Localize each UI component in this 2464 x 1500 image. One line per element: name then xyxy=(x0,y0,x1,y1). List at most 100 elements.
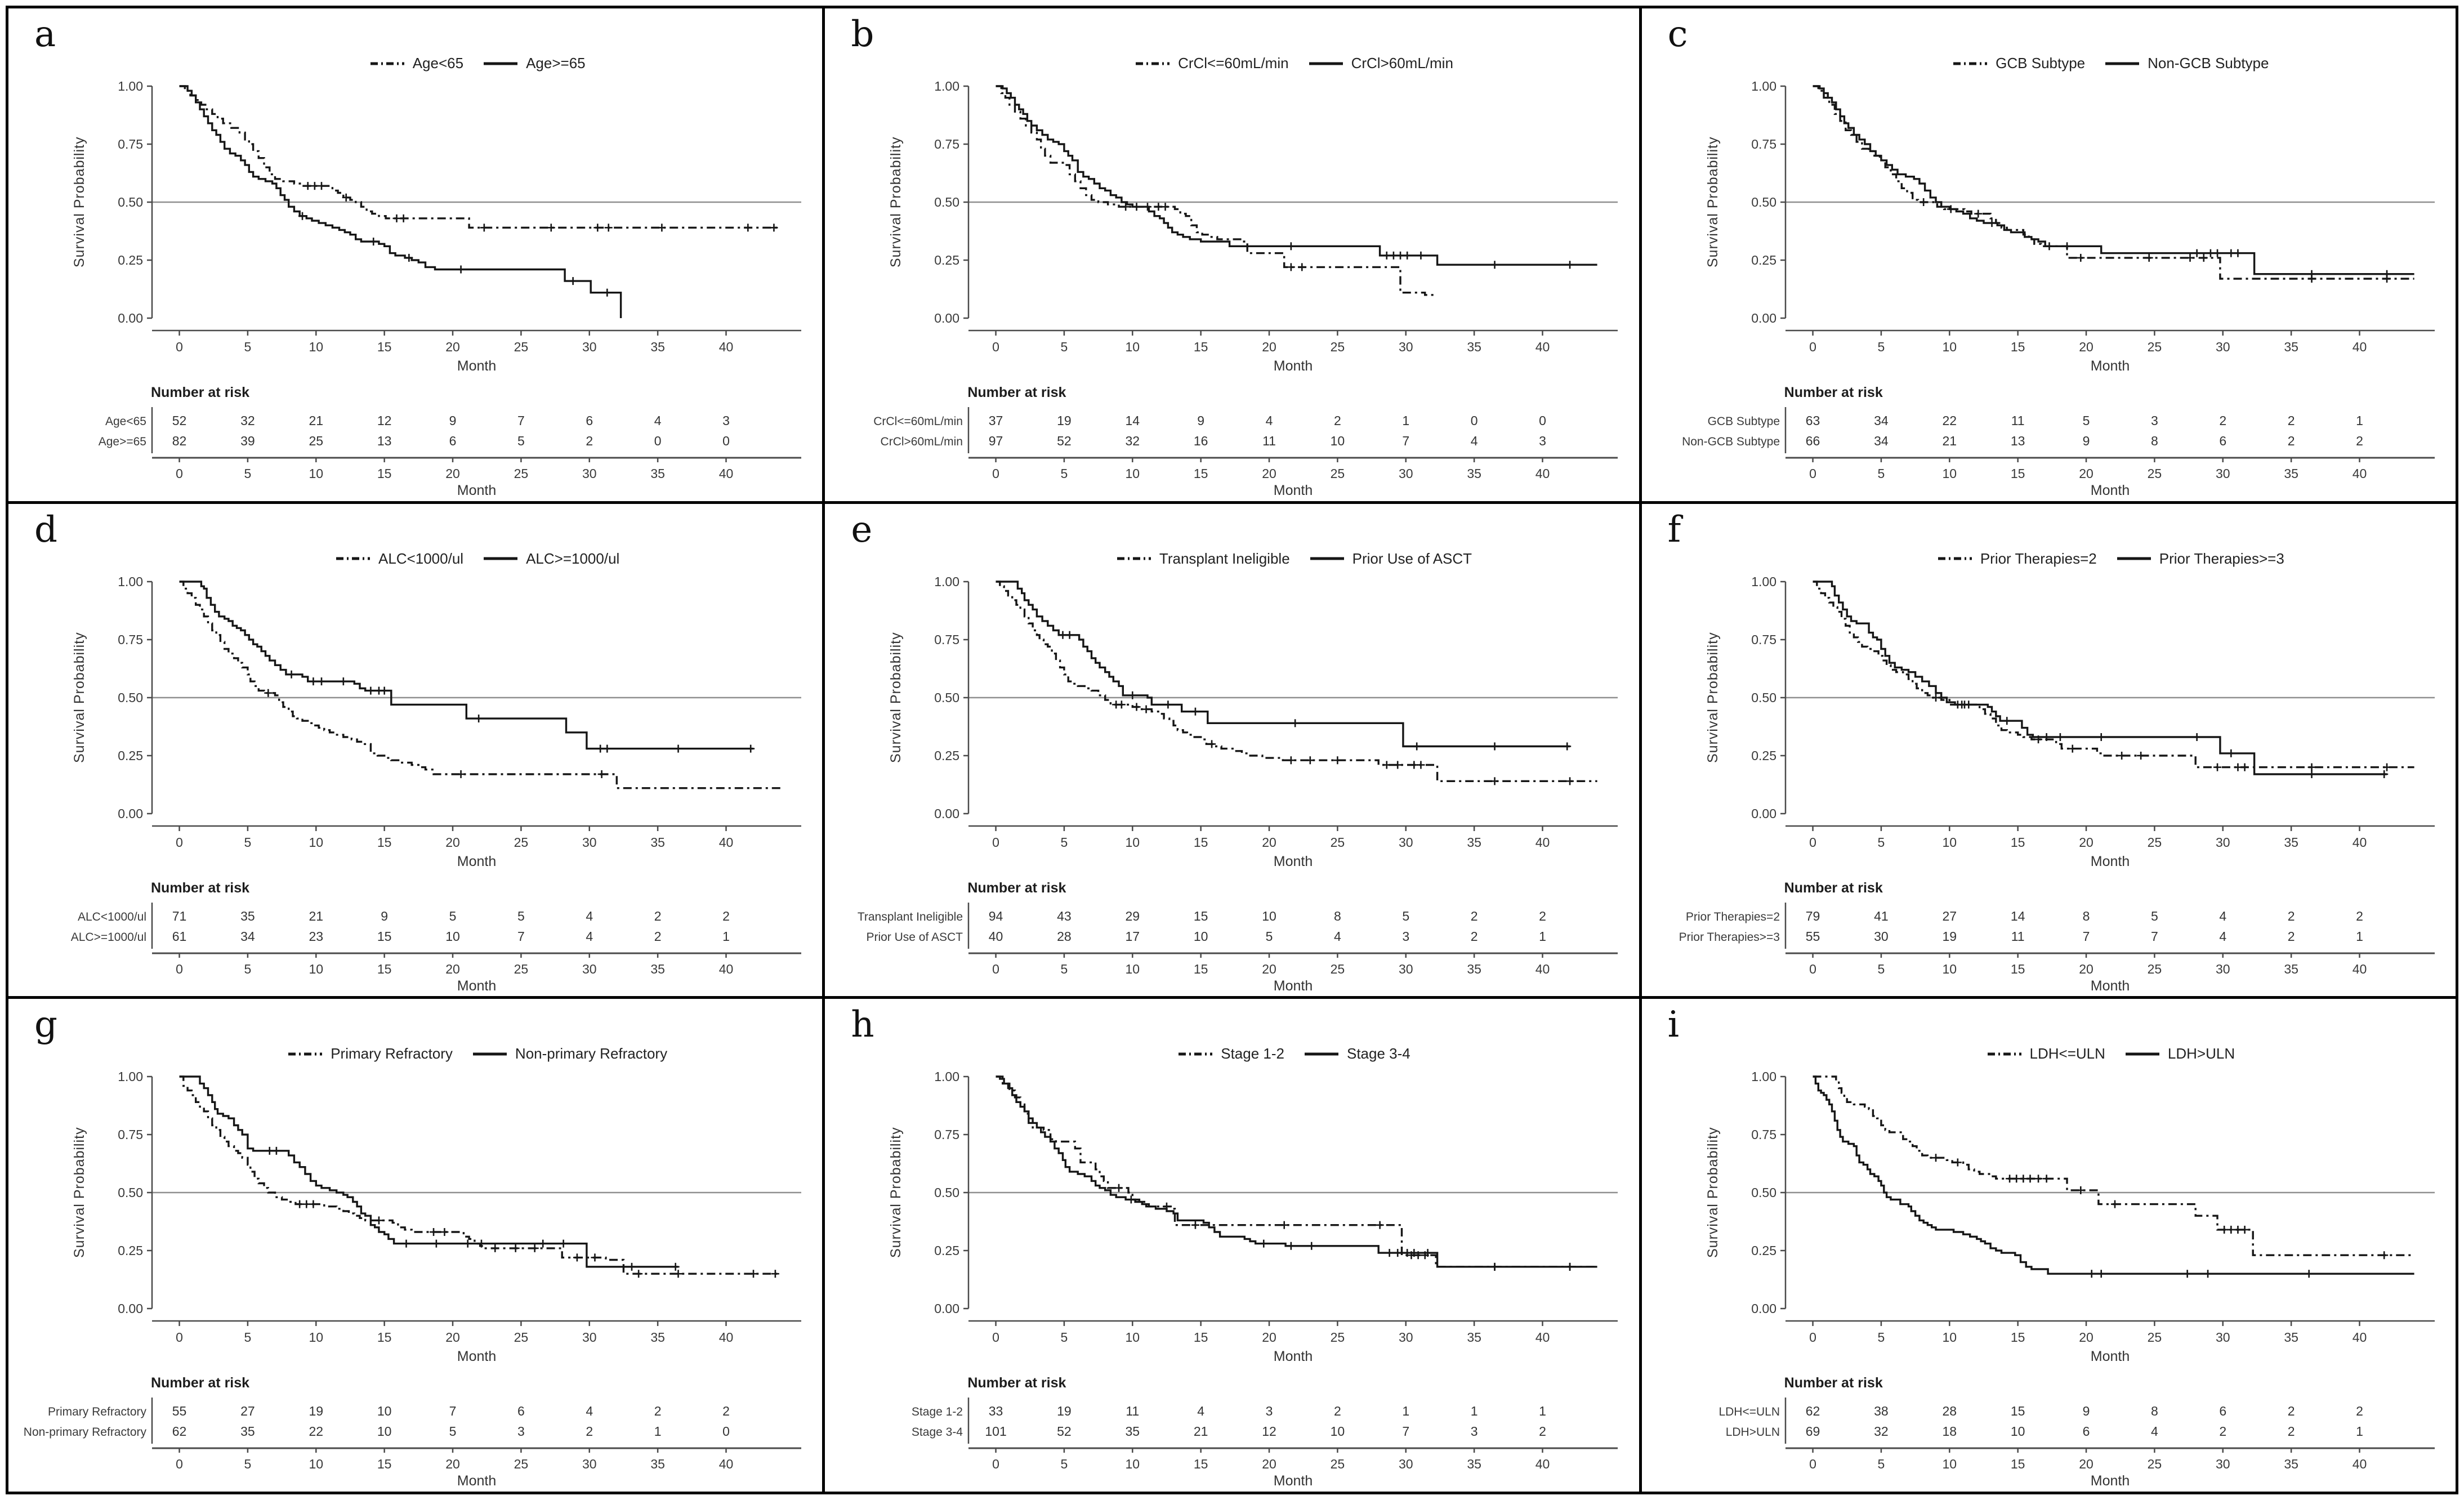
risk-count: 7 xyxy=(517,929,525,944)
legend-item-dashed: Prior Therapies=2 xyxy=(1937,550,2097,568)
risk-x-tick-label: 15 xyxy=(1194,962,1208,976)
panel-d: d ALC<1000/ul ALC>=1000/ul Survival Probabi… xyxy=(8,503,823,997)
x-tick-label: 0 xyxy=(176,1330,183,1345)
risk-count: 22 xyxy=(309,1424,323,1439)
y-tick-label: 0.00 xyxy=(118,806,143,821)
x-tick-label: 0 xyxy=(1809,835,1816,850)
x-tick-label: 40 xyxy=(2352,1330,2367,1345)
y-tick-label: 1.00 xyxy=(935,1069,960,1084)
risk-count: 2 xyxy=(2287,1404,2295,1418)
risk-x-tick-label: 20 xyxy=(1262,962,1277,976)
risk-count: 19 xyxy=(1057,1404,1072,1418)
x-axis-title: Month xyxy=(457,358,496,374)
legend-label: Non-GCB Subtype xyxy=(2148,55,2269,72)
risk-count: 33 xyxy=(989,1404,1003,1418)
x-tick-label: 5 xyxy=(244,835,252,850)
risk-table-title: Number at risk xyxy=(967,1375,1066,1391)
x-tick-label: 25 xyxy=(1331,835,1345,850)
x-tick-label: 0 xyxy=(992,835,999,850)
risk-x-tick-label: 15 xyxy=(1194,1457,1208,1471)
risk-x-tick-label: 20 xyxy=(2079,1457,2093,1471)
risk-count: 2 xyxy=(586,1424,593,1439)
risk-count: 11 xyxy=(2011,413,2024,428)
risk-x-tick-label: 15 xyxy=(1194,466,1208,481)
km-curve-solid xyxy=(996,1075,1597,1268)
risk-count: 94 xyxy=(989,909,1003,923)
x-tick-label: 25 xyxy=(514,340,529,354)
risk-count: 0 xyxy=(654,434,662,448)
y-tick-label: 0.25 xyxy=(118,253,143,267)
y-tick-label: 0.75 xyxy=(1751,137,1776,151)
risk-row-label: Age<65 xyxy=(105,415,146,428)
risk-count: 21 xyxy=(1194,1424,1208,1439)
km-curve-dashed xyxy=(996,580,1597,782)
risk-count: 79 xyxy=(1805,909,1820,923)
km-curve-dashed xyxy=(1813,580,2414,768)
risk-count: 1 xyxy=(1539,1404,1546,1418)
y-tick-label: 1.00 xyxy=(118,574,143,589)
risk-x-tick-label: 40 xyxy=(719,466,734,481)
x-tick-label: 30 xyxy=(2216,1330,2230,1345)
risk-count: 14 xyxy=(2011,909,2025,923)
solid-line-swatch xyxy=(1309,62,1343,65)
solid-line-swatch xyxy=(2105,62,2140,65)
risk-x-tick-label: 20 xyxy=(1262,466,1277,481)
legend: LDH<=ULN LDH>ULN xyxy=(1766,1045,2456,1062)
risk-count: 4 xyxy=(2219,909,2226,923)
risk-count: 11 xyxy=(1126,1404,1140,1418)
risk-x-tick-label: 35 xyxy=(1467,1457,1482,1471)
legend-item-solid: Prior Use of ASCT xyxy=(1309,550,1472,568)
legend-label: Prior Therapies>=3 xyxy=(2159,550,2284,567)
panel-a: a Age<65 Age>=65 Survival Probability 1.00 0.… xyxy=(8,8,823,501)
y-tick-label: 0.50 xyxy=(935,1185,960,1200)
y-tick-label: 1.00 xyxy=(935,574,960,589)
x-tick-label: 30 xyxy=(1399,340,1413,354)
risk-count: 2 xyxy=(586,434,593,448)
risk-row-label: Prior Use of ASCT xyxy=(867,931,963,944)
risk-count: 1 xyxy=(2356,413,2363,428)
risk-x-tick-label: 15 xyxy=(377,1457,392,1471)
x-tick-label: 5 xyxy=(1877,835,1885,850)
risk-x-tick-label: 0 xyxy=(1809,1457,1816,1471)
y-tick-label: 0.75 xyxy=(1751,1127,1776,1142)
x-tick-label: 35 xyxy=(650,1330,665,1345)
risk-count: 62 xyxy=(1805,1404,1820,1418)
x-tick-label: 30 xyxy=(2216,835,2230,850)
risk-x-tick-label: 15 xyxy=(2011,962,2025,976)
x-tick-label: 10 xyxy=(1942,835,1957,850)
legend-item-solid: CrCl>60mL/min xyxy=(1308,55,1453,72)
x-tick-label: 15 xyxy=(377,1330,392,1345)
legend-label: Age<65 xyxy=(412,55,464,72)
risk-count: 66 xyxy=(1805,434,1820,448)
legend: ALC<1000/ul ALC>=1000/ul xyxy=(132,550,822,568)
legend: Age<65 Age>=65 xyxy=(132,55,822,72)
risk-x-tick-label: 35 xyxy=(1467,466,1482,481)
legend-label: Prior Use of ASCT xyxy=(1352,550,1472,567)
risk-count: 0 xyxy=(722,1424,730,1439)
risk-count: 71 xyxy=(172,909,187,923)
risk-x-tick-label: 25 xyxy=(514,1457,529,1471)
solid-line-swatch xyxy=(1304,1052,1338,1056)
solid-line-swatch xyxy=(2125,1052,2159,1056)
risk-count: 3 xyxy=(517,1424,525,1439)
risk-count: 7 xyxy=(2082,929,2090,944)
solid-line-swatch xyxy=(1310,557,1344,560)
risk-count: 2 xyxy=(1334,413,1341,428)
risk-count: 2 xyxy=(2287,434,2295,448)
x-axis-title: Month xyxy=(2090,1349,2129,1364)
dashed-line-swatch xyxy=(336,557,370,560)
risk-count: 2 xyxy=(722,1404,730,1418)
legend-label: Stage 1-2 xyxy=(1221,1045,1284,1062)
x-tick-label: 30 xyxy=(1399,1330,1413,1345)
risk-x-tick-label: 10 xyxy=(309,962,323,976)
risk-count: 7 xyxy=(1403,434,1410,448)
risk-x-axis-title: Month xyxy=(1274,1473,1313,1489)
risk-count: 7 xyxy=(1403,1424,1410,1439)
x-tick-label: 0 xyxy=(1809,1330,1816,1345)
x-tick-label: 40 xyxy=(1535,340,1550,354)
survival-plot: 1.00 0.75 0.50 0.25 0.00 0 5 10 15 20 25 30 35 40 Mont… xyxy=(118,574,801,869)
risk-count: 21 xyxy=(309,413,323,428)
risk-count: 4 xyxy=(1266,413,1273,428)
panel-b: b CrCl<=60mL/min CrCl>60mL/min Survival Pro… xyxy=(825,8,1639,501)
